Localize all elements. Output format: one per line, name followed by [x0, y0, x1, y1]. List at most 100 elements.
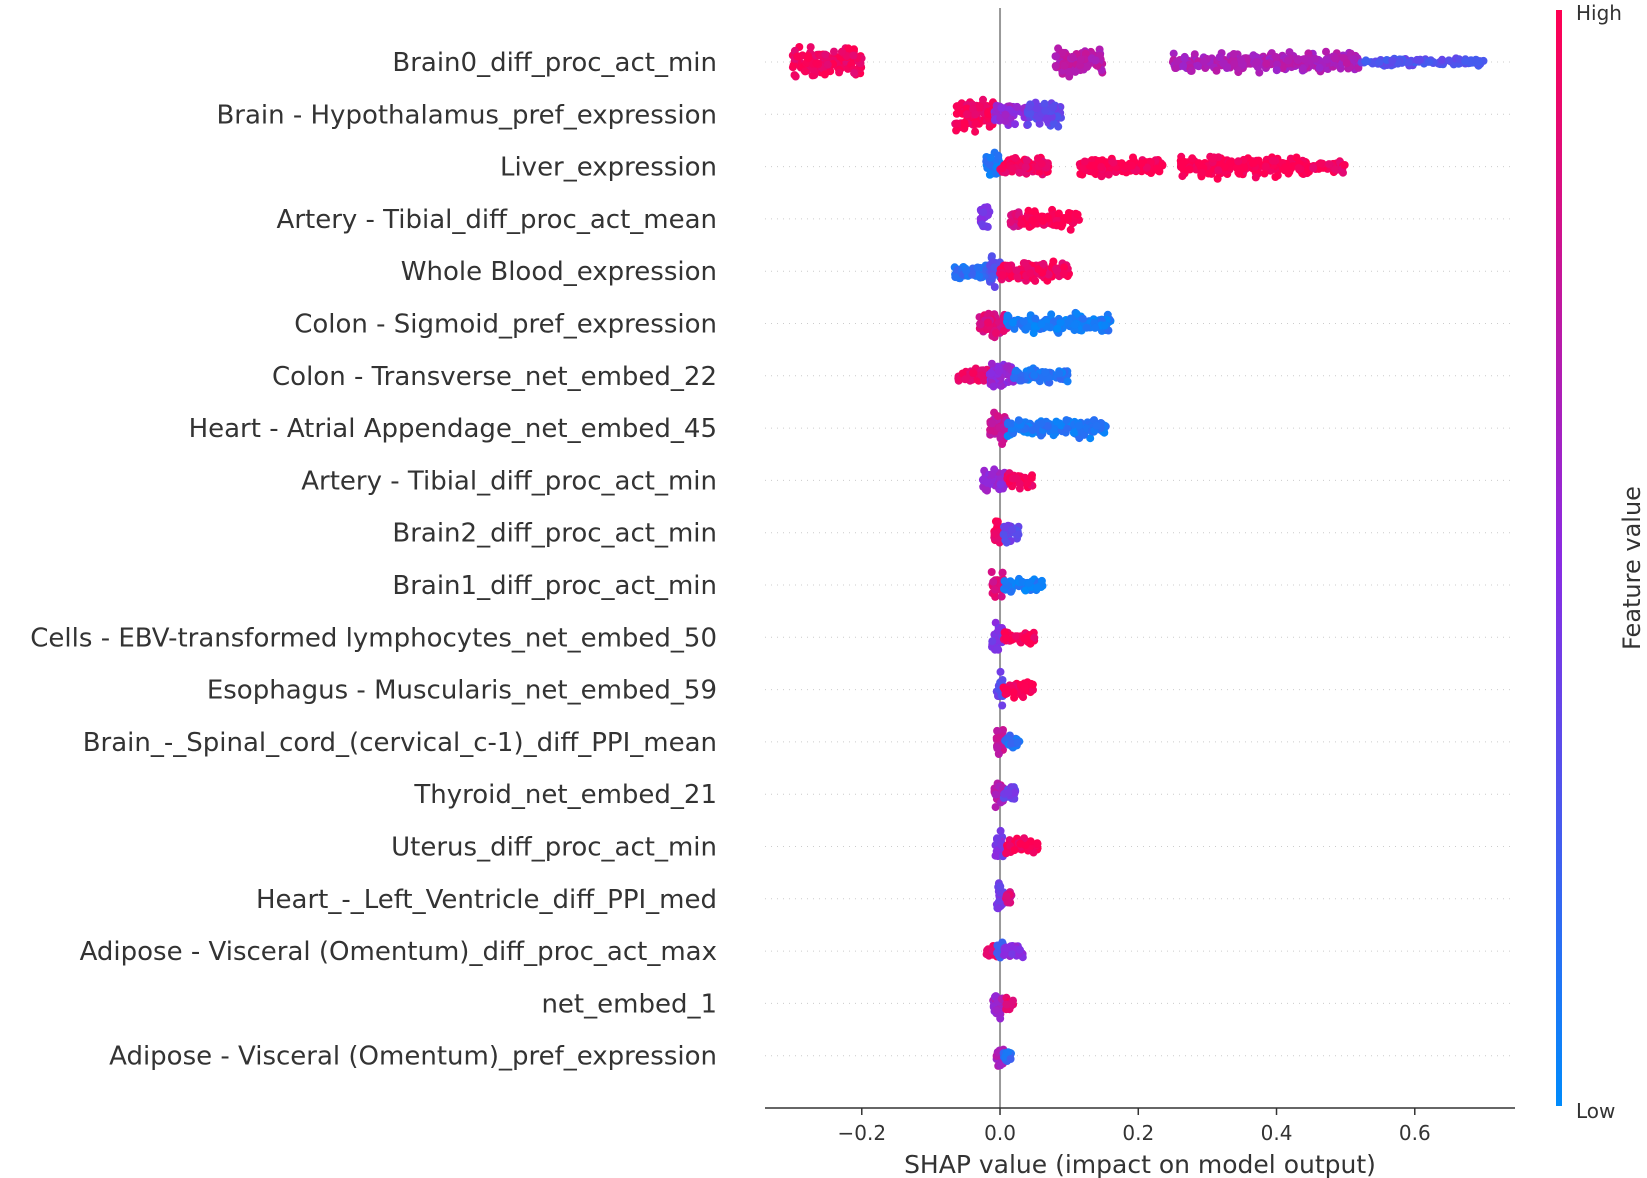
shap-point	[997, 592, 1006, 601]
shap-point	[951, 273, 960, 282]
shap-point	[1298, 64, 1307, 73]
shap-point	[1009, 688, 1018, 697]
shap-point	[1026, 109, 1035, 118]
shap-point	[1311, 54, 1320, 63]
shap-point	[961, 375, 970, 384]
shap-point	[1064, 209, 1073, 217]
shap-point	[1325, 160, 1333, 169]
shap-point	[1008, 164, 1017, 173]
shap-point	[1026, 639, 1035, 648]
shap-point	[990, 585, 999, 594]
shap-point	[1017, 219, 1026, 228]
shap-point	[1065, 67, 1074, 76]
x-tick-label: 0.0	[984, 1121, 1016, 1145]
shap-point	[1021, 163, 1030, 172]
shap-point	[1055, 419, 1064, 428]
feature-row-points	[992, 667, 1037, 710]
shap-point	[1180, 54, 1189, 63]
shap-point	[993, 834, 1002, 843]
shap-point	[1342, 59, 1351, 68]
shap-point	[801, 67, 810, 76]
shap-point	[996, 1014, 1005, 1023]
shap-point	[1060, 263, 1068, 272]
shap-point	[979, 95, 987, 104]
shap-point	[1052, 52, 1060, 61]
shap-point	[988, 637, 997, 646]
shap-point	[850, 69, 859, 78]
shap-point	[989, 382, 998, 391]
shap-point	[1012, 366, 1021, 375]
shap-point	[1030, 371, 1039, 380]
shap-point	[1091, 56, 1100, 65]
shap-point	[1056, 318, 1065, 327]
shap-point	[985, 160, 994, 169]
shap-point	[1076, 170, 1085, 178]
shap-point	[1037, 419, 1046, 428]
shap-point	[963, 110, 971, 119]
shap-point	[1066, 225, 1075, 234]
shap-point	[1002, 892, 1011, 901]
shap-point	[1179, 62, 1188, 70]
shap-point	[1188, 154, 1197, 163]
shap-point	[1190, 50, 1199, 59]
shap-point	[1082, 323, 1091, 332]
shap-point	[1316, 159, 1325, 168]
shap-point	[1025, 578, 1034, 587]
shap-point	[1322, 47, 1330, 56]
shap-point	[1008, 525, 1017, 534]
shap-point	[1060, 61, 1069, 70]
shap-point	[1293, 56, 1302, 65]
shap-point	[1294, 164, 1303, 172]
shap-point	[986, 153, 995, 162]
shap-point	[998, 271, 1007, 280]
shap-point	[976, 102, 984, 111]
shap-point	[1193, 61, 1202, 70]
shap-point	[1180, 157, 1189, 166]
shap-point	[1051, 62, 1060, 70]
shap-point	[1028, 216, 1037, 225]
shap-point	[987, 252, 996, 261]
shap-point	[1032, 104, 1041, 113]
shap-point	[1053, 324, 1062, 333]
shap-point	[1200, 57, 1208, 66]
shap-point	[1197, 168, 1206, 177]
shap-point	[1309, 164, 1318, 172]
feature-row-points	[991, 826, 1042, 861]
shap-point	[1340, 161, 1349, 169]
feature-row-points	[988, 618, 1039, 654]
shap-point	[1009, 996, 1017, 1005]
shap-point	[1284, 56, 1293, 65]
shap-point	[987, 369, 996, 378]
shap-point	[952, 109, 961, 118]
feature-row-points	[986, 408, 1110, 448]
shap-point	[1020, 635, 1029, 643]
feature-row-points	[992, 879, 1016, 913]
shap-point	[1092, 421, 1101, 430]
shap-point	[1362, 57, 1371, 66]
shap-point	[983, 478, 992, 487]
shap-point	[971, 110, 980, 119]
shap-point	[994, 151, 1003, 160]
shap-point	[1039, 217, 1047, 225]
shap-point	[1300, 55, 1309, 64]
shap-point	[1142, 163, 1151, 172]
shap-point	[960, 121, 969, 130]
x-axis-title: SHAP value (impact on model output)	[904, 1150, 1376, 1178]
shap-point	[971, 127, 980, 136]
x-axis: −0.2 0.0 0.2 0.4 0.6	[765, 1107, 1515, 1145]
shap-points	[788, 43, 1488, 1070]
shap-point	[793, 52, 802, 61]
feature-label: Cells - EBV-transformed lymphocytes_net_…	[30, 623, 717, 653]
shap-point	[1013, 272, 1022, 281]
feature-label: Colon - Sigmoid_pref_expression	[294, 310, 717, 340]
shap-point	[1154, 167, 1163, 176]
shap-point	[1254, 156, 1263, 165]
shap-point	[1013, 738, 1022, 747]
shap-point	[1052, 221, 1061, 230]
colorbar-gradient	[1556, 10, 1562, 1106]
shap-point	[1019, 693, 1028, 702]
shap-point	[809, 65, 818, 74]
shap-point	[988, 470, 997, 479]
shap-point	[1214, 166, 1223, 175]
shap-point	[1252, 58, 1261, 67]
